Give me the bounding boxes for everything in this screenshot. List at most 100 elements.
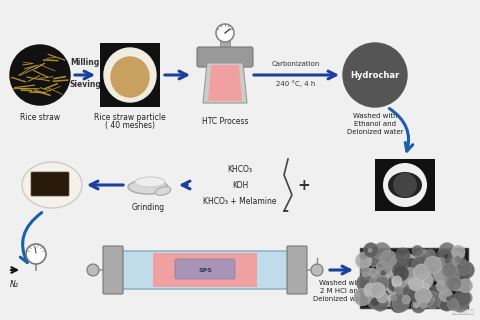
Circle shape	[437, 294, 444, 300]
Circle shape	[359, 252, 368, 260]
Circle shape	[363, 287, 372, 297]
Circle shape	[382, 291, 391, 299]
Circle shape	[400, 273, 405, 278]
Circle shape	[364, 283, 379, 298]
Circle shape	[415, 249, 432, 267]
Circle shape	[458, 291, 472, 305]
Circle shape	[394, 260, 409, 276]
Circle shape	[423, 278, 431, 286]
Circle shape	[419, 279, 425, 285]
Circle shape	[380, 270, 386, 276]
Circle shape	[10, 45, 70, 105]
Circle shape	[459, 258, 466, 265]
Text: KOH: KOH	[232, 180, 248, 189]
Circle shape	[362, 272, 370, 280]
Circle shape	[391, 254, 404, 267]
Circle shape	[444, 253, 449, 259]
Ellipse shape	[128, 180, 168, 194]
Circle shape	[402, 269, 408, 275]
Circle shape	[436, 279, 449, 292]
FancyBboxPatch shape	[175, 259, 235, 279]
Circle shape	[382, 287, 395, 300]
Circle shape	[368, 296, 372, 300]
Ellipse shape	[22, 162, 82, 208]
Circle shape	[404, 267, 416, 279]
Text: 2 M HCl and: 2 M HCl and	[320, 288, 362, 294]
Circle shape	[423, 268, 431, 276]
Circle shape	[377, 262, 384, 269]
Circle shape	[439, 289, 453, 302]
Circle shape	[424, 271, 435, 281]
Circle shape	[418, 284, 430, 297]
Text: Deionized water: Deionized water	[312, 296, 369, 302]
Circle shape	[392, 275, 407, 289]
Text: Hydrochar: Hydrochar	[350, 70, 400, 79]
Circle shape	[390, 255, 404, 269]
Circle shape	[380, 250, 397, 267]
Text: Carbonization: Carbonization	[272, 61, 320, 67]
FancyBboxPatch shape	[197, 47, 253, 67]
Text: ( 40 meshes): ( 40 meshes)	[105, 121, 155, 130]
Circle shape	[391, 259, 408, 276]
Circle shape	[434, 268, 449, 283]
Circle shape	[376, 260, 392, 276]
Circle shape	[402, 276, 419, 293]
Circle shape	[402, 258, 420, 276]
Text: N₂: N₂	[10, 280, 18, 289]
Circle shape	[395, 286, 403, 294]
Circle shape	[454, 290, 470, 306]
Circle shape	[390, 256, 403, 270]
Circle shape	[452, 245, 465, 259]
Ellipse shape	[111, 57, 149, 97]
Circle shape	[438, 271, 443, 275]
Circle shape	[424, 256, 442, 274]
Circle shape	[454, 283, 461, 291]
Circle shape	[415, 284, 428, 297]
Circle shape	[403, 254, 409, 260]
Circle shape	[371, 298, 380, 307]
Polygon shape	[208, 65, 242, 101]
Ellipse shape	[388, 172, 422, 198]
Circle shape	[397, 256, 412, 270]
Circle shape	[414, 271, 432, 288]
Circle shape	[450, 278, 463, 291]
Text: Deionized water: Deionized water	[347, 129, 403, 135]
Circle shape	[448, 251, 463, 266]
Circle shape	[87, 264, 99, 276]
Circle shape	[415, 287, 432, 304]
Circle shape	[370, 277, 376, 284]
Circle shape	[416, 262, 431, 277]
Text: Sieving: Sieving	[69, 80, 101, 89]
Text: SPS: SPS	[198, 268, 212, 274]
Circle shape	[420, 301, 427, 308]
Circle shape	[420, 301, 427, 307]
Circle shape	[370, 283, 385, 298]
Bar	[220, 39, 230, 51]
Circle shape	[447, 299, 459, 310]
Circle shape	[447, 295, 460, 308]
Circle shape	[423, 284, 429, 289]
FancyBboxPatch shape	[31, 172, 69, 196]
Circle shape	[383, 163, 427, 207]
Bar	[153, 253, 257, 287]
Circle shape	[391, 272, 407, 288]
Circle shape	[380, 276, 388, 284]
Circle shape	[433, 260, 438, 265]
Circle shape	[444, 269, 448, 273]
FancyBboxPatch shape	[287, 246, 307, 294]
Circle shape	[401, 279, 413, 291]
Text: 材料分析与应用: 材料分析与应用	[452, 309, 475, 315]
Circle shape	[402, 254, 416, 267]
Circle shape	[26, 244, 46, 264]
Circle shape	[416, 283, 421, 288]
Circle shape	[455, 264, 460, 269]
Circle shape	[431, 284, 443, 297]
Circle shape	[385, 287, 399, 301]
Circle shape	[399, 275, 413, 289]
Circle shape	[445, 266, 459, 280]
Circle shape	[446, 296, 451, 301]
Circle shape	[396, 280, 411, 296]
Circle shape	[442, 263, 457, 278]
Text: Grinding: Grinding	[132, 203, 165, 212]
Circle shape	[371, 283, 385, 298]
